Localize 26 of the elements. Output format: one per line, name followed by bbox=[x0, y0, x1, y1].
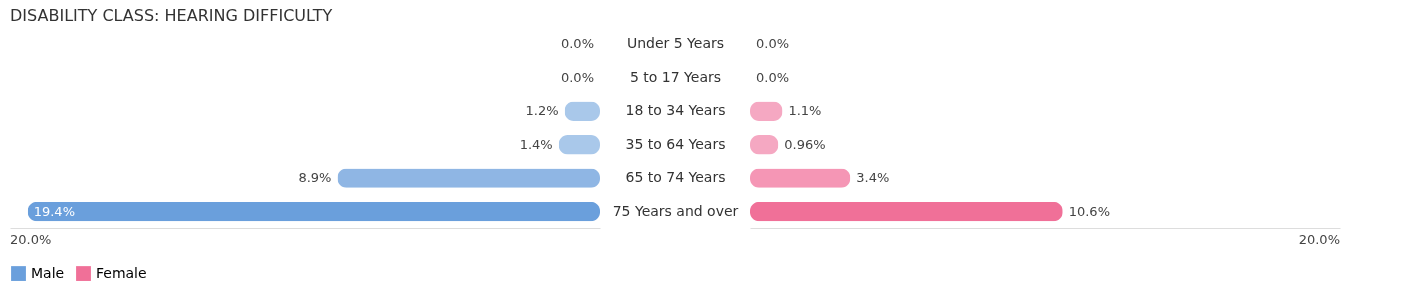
bar bbox=[337, 168, 600, 188]
data-label: 0.0% bbox=[756, 69, 790, 85]
data-label: 1.1% bbox=[788, 103, 822, 119]
y-tick-label: 35 to 64 Years bbox=[625, 135, 726, 152]
y-tick-label: Under 5 Years bbox=[626, 35, 725, 52]
y-tick-label: 18 to 34 Years bbox=[625, 102, 726, 119]
data-label: 8.9% bbox=[298, 170, 332, 186]
data-label: 0.0% bbox=[560, 36, 594, 52]
data-label: 1.2% bbox=[525, 103, 559, 119]
data-label: 10.6% bbox=[1068, 203, 1111, 219]
text: 20.0% bbox=[1298, 232, 1340, 247]
y-tick-label: 75 Years and over bbox=[612, 202, 739, 219]
chart-title: DISABILITY CLASS: HEARING DIFFICULTY bbox=[10, 6, 333, 25]
text: 20.0% bbox=[10, 232, 52, 247]
bar bbox=[27, 201, 600, 222]
data-label: 1.4% bbox=[519, 136, 553, 152]
legend-label: Male bbox=[31, 264, 65, 281]
bar bbox=[750, 201, 1063, 222]
data-label: 0.0% bbox=[756, 36, 790, 52]
data-label: 19.4% bbox=[33, 203, 76, 219]
data-label: 3.4% bbox=[856, 170, 890, 186]
legend-label: Female bbox=[96, 264, 147, 281]
y-tick-label: 5 to 17 Years bbox=[629, 68, 722, 85]
data-label: 0.0% bbox=[560, 69, 594, 85]
data-label: 0.96% bbox=[784, 136, 826, 152]
y-tick-label: 65 to 74 Years bbox=[625, 169, 726, 186]
